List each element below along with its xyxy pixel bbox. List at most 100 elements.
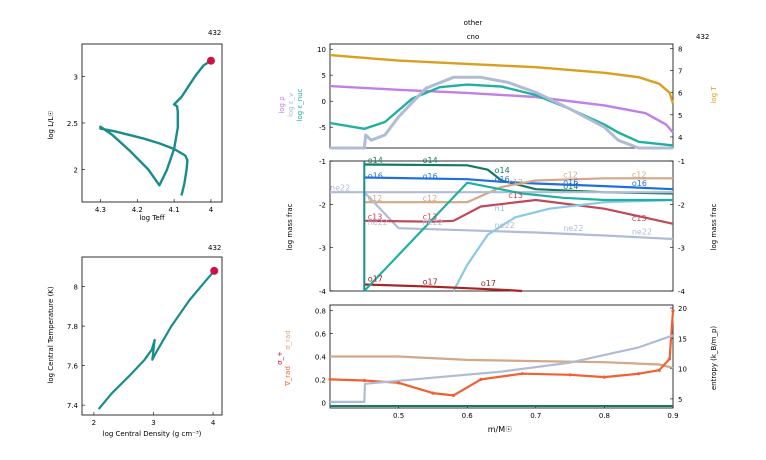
header-cno: cno bbox=[467, 33, 480, 41]
hr-xtick-label: 4.3 bbox=[95, 206, 106, 214]
abund-line bbox=[452, 198, 674, 292]
mixing-marker bbox=[431, 391, 435, 395]
center-ytick-label: 7.4 bbox=[67, 402, 79, 410]
mixing-xtick-label: 0.8 bbox=[599, 412, 610, 420]
mixing-xtick-label: 0.7 bbox=[530, 412, 541, 420]
abund-right-ytick-label: -3 bbox=[678, 245, 685, 253]
hr-ylabel: log L/L☉ bbox=[47, 110, 55, 139]
abund-label: ne22 bbox=[495, 221, 515, 230]
abund-ytick-label: -1 bbox=[319, 158, 326, 166]
abund-label: c12 bbox=[368, 194, 383, 203]
mixing-line bbox=[330, 334, 674, 403]
structure-frame bbox=[329, 43, 674, 149]
mixing-ytick-label: 0.6 bbox=[315, 331, 327, 339]
abund-label: ne22 bbox=[632, 228, 652, 237]
mixing-marker bbox=[451, 393, 456, 398]
abund-label: c12 bbox=[508, 178, 523, 187]
abund-label: o17 bbox=[368, 274, 383, 283]
abund-label: o16 bbox=[495, 175, 510, 184]
abund-right-ytick-label: -4 bbox=[678, 288, 686, 296]
entropy-label: entropy (k_B/m_p) bbox=[710, 326, 718, 391]
model-number: 432 bbox=[696, 33, 709, 41]
structure-line bbox=[330, 75, 673, 150]
mixing-right-ytick-label: 10 bbox=[678, 366, 687, 374]
mixing-marker bbox=[362, 378, 366, 383]
center-xlabel: log Central Density (g cm⁻³) bbox=[103, 430, 202, 438]
abund-label: c13 bbox=[632, 214, 647, 223]
hr-xtick-label: 4.1 bbox=[169, 206, 180, 214]
center-current-point bbox=[210, 266, 219, 275]
center-xtick-label: 4 bbox=[211, 419, 216, 427]
structure-right-ytick-label: 5 bbox=[678, 112, 682, 120]
mixing-right-ytick-label: 20 bbox=[678, 305, 687, 313]
mixing-ytick-label: 0.8 bbox=[315, 308, 326, 316]
abund-label: ne22 bbox=[423, 218, 443, 227]
rho-label: log ρ bbox=[278, 96, 286, 114]
abund-label: c13 bbox=[423, 213, 438, 222]
center-xtick-label: 3 bbox=[151, 419, 155, 427]
abund-ytick-label: -3 bbox=[319, 245, 326, 253]
center-ylabel: log Central Temperature (K) bbox=[47, 286, 55, 383]
abund-label: h1 bbox=[495, 204, 505, 213]
mixing-xtick-label: 0.9 bbox=[667, 412, 678, 420]
mixing-right-ytick-label: 15 bbox=[678, 335, 687, 343]
hr-ytick-label: 2.5 bbox=[67, 120, 78, 128]
abund-frame bbox=[329, 160, 674, 292]
abund-label: o14 bbox=[423, 156, 438, 165]
center-ytick-label: 7.8 bbox=[67, 323, 78, 331]
abund-ytick-label: -4 bbox=[319, 288, 327, 296]
grad-label: σ_+ bbox=[276, 351, 284, 365]
mixing-marker bbox=[637, 372, 641, 376]
structure-right-ytick-label: 4 bbox=[678, 134, 683, 142]
abund-line bbox=[364, 177, 673, 204]
abund-ylabel-left: log mass frac bbox=[286, 203, 294, 250]
structure-ytick-label: 5 bbox=[322, 72, 326, 80]
mixing-marker bbox=[657, 368, 661, 372]
abund-label: ne22 bbox=[368, 218, 388, 227]
hr-current-point bbox=[206, 56, 215, 65]
hr-xtick-label: 4 bbox=[209, 206, 214, 214]
abund-label: ne22 bbox=[563, 224, 583, 233]
abund-label: c12 bbox=[563, 170, 578, 179]
structure-ytick-label: 10 bbox=[317, 46, 326, 54]
abund-label: o17 bbox=[423, 278, 438, 287]
mixing-ytick-label: 0.4 bbox=[315, 354, 327, 362]
abund-line bbox=[364, 283, 523, 293]
mixing-ytick-label: 0 bbox=[322, 399, 326, 407]
structure-right-ytick-label: 6 bbox=[678, 90, 683, 98]
center-track bbox=[97, 270, 216, 410]
abund-right-ytick-label: -1 bbox=[678, 158, 685, 166]
hr-track bbox=[99, 59, 212, 196]
eps-nu-label: log ε_ν bbox=[287, 93, 295, 117]
grad-ad-label: σ_rad bbox=[284, 330, 292, 350]
structure-line bbox=[329, 53, 675, 105]
mixing-right-ytick-label: 5 bbox=[678, 396, 682, 404]
mass-xlabel: m/M☉ bbox=[488, 425, 513, 434]
center-ytick-label: 8 bbox=[74, 284, 78, 292]
hr-ytick-label: 2 bbox=[74, 166, 78, 174]
abund-line bbox=[363, 181, 673, 292]
abund-label: c12 bbox=[423, 194, 438, 203]
abund-label: o16 bbox=[563, 178, 578, 187]
mixing-marker bbox=[520, 372, 524, 376]
structure-line bbox=[329, 84, 674, 134]
abund-label: c13 bbox=[508, 191, 523, 200]
mixing-ytick-label: 0.2 bbox=[315, 376, 326, 384]
center-ytick-label: 7.6 bbox=[67, 363, 79, 371]
structure-line bbox=[329, 83, 674, 147]
center-model-number: 432 bbox=[208, 244, 221, 252]
abund-label: o16 bbox=[368, 171, 383, 180]
mixing-xtick-label: 0.6 bbox=[462, 412, 474, 420]
hr-xtick-label: 4.2 bbox=[132, 206, 143, 214]
header-other: other bbox=[464, 19, 483, 27]
hr-model-number: 432 bbox=[208, 29, 221, 37]
mixing-marker bbox=[328, 377, 332, 381]
structure-right-ytick-label: 7 bbox=[678, 68, 682, 76]
center-xtick-label: 2 bbox=[92, 419, 96, 427]
abund-label: c12 bbox=[632, 170, 647, 179]
logt-label: log T bbox=[710, 86, 718, 104]
hr-ytick-label: 3 bbox=[74, 74, 78, 82]
center-frame bbox=[81, 256, 223, 416]
abund-ytick-label: -2 bbox=[319, 201, 326, 209]
